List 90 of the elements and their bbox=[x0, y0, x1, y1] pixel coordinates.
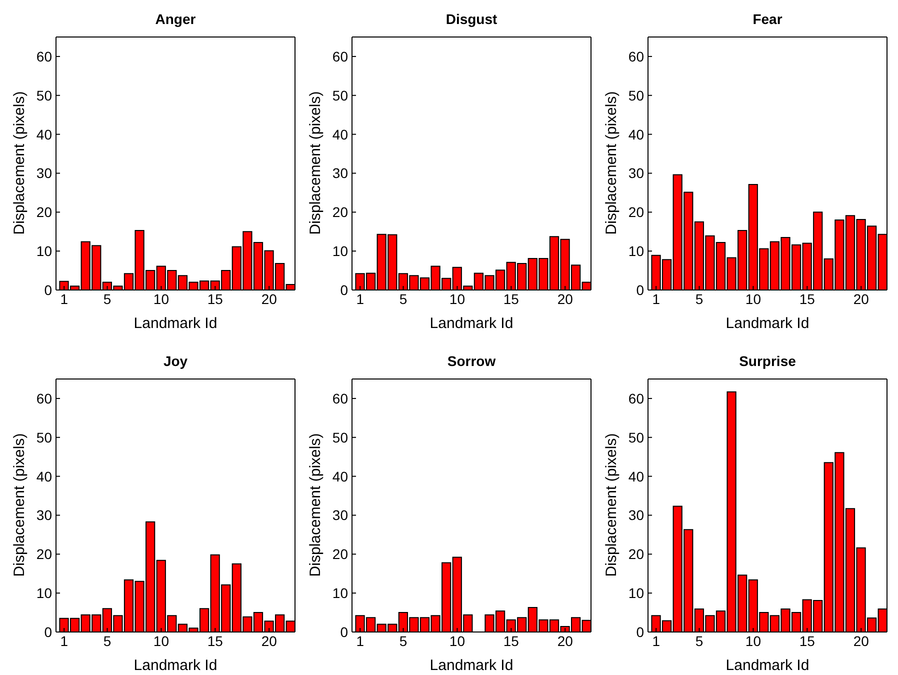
x-tick-label: 20 bbox=[853, 290, 870, 307]
chart-title: Fear bbox=[752, 11, 783, 27]
x-tick-label: 10 bbox=[745, 290, 762, 307]
x-tick-label: 5 bbox=[103, 632, 112, 649]
x-tick-label: 1 bbox=[60, 632, 68, 649]
y-tick-label: 40 bbox=[36, 468, 52, 484]
y-tick-label: 0 bbox=[340, 282, 348, 298]
x-axis-title: Landmark Id bbox=[134, 657, 218, 674]
x-tick-label: 20 bbox=[557, 632, 574, 649]
x-tick-label: 15 bbox=[503, 632, 520, 649]
x-tick-label: 5 bbox=[399, 632, 408, 649]
x-axis-title: Landmark Id bbox=[430, 315, 514, 332]
y-tick-label: 0 bbox=[44, 282, 52, 298]
y-tick-label: 50 bbox=[628, 429, 644, 446]
x-tick-label: 20 bbox=[853, 632, 870, 649]
y-tick-label: 0 bbox=[44, 624, 52, 640]
x-axis-title: Landmark Id bbox=[726, 315, 810, 332]
y-axis-title: Displacement (pixels) bbox=[603, 433, 620, 577]
y-tick-label: 40 bbox=[628, 468, 644, 484]
x-tick-label: 15 bbox=[207, 632, 224, 649]
y-tick-label: 20 bbox=[628, 204, 644, 220]
y-tick-label: 40 bbox=[36, 126, 52, 142]
y-tick-label: 10 bbox=[332, 585, 348, 602]
y-tick-label: 20 bbox=[628, 546, 644, 562]
y-tick-label: 10 bbox=[332, 243, 348, 260]
y-tick-label: 50 bbox=[332, 87, 348, 104]
y-tick-label: 60 bbox=[36, 48, 52, 64]
chart-title: Sorrow bbox=[447, 353, 496, 369]
y-axis-title: Displacement (pixels) bbox=[11, 91, 28, 235]
x-tick-label: 5 bbox=[695, 632, 704, 649]
x-tick-label: 15 bbox=[799, 632, 816, 649]
y-tick-label: 60 bbox=[332, 48, 348, 64]
y-tick-label: 30 bbox=[332, 507, 348, 524]
y-tick-label: 40 bbox=[332, 468, 348, 484]
y-tick-label: 50 bbox=[36, 429, 52, 446]
x-tick-label: 1 bbox=[652, 290, 660, 307]
x-tick-label: 5 bbox=[695, 290, 704, 307]
y-axis-title: Displacement (pixels) bbox=[307, 433, 324, 577]
y-axis-title: Displacement (pixels) bbox=[11, 433, 28, 577]
x-tick-label: 1 bbox=[356, 632, 364, 649]
y-tick-label: 0 bbox=[340, 624, 348, 640]
y-tick-label: 40 bbox=[332, 126, 348, 142]
chart-title: Surprise bbox=[739, 353, 796, 369]
y-tick-label: 50 bbox=[628, 87, 644, 104]
y-tick-label: 50 bbox=[36, 87, 52, 104]
y-axis-title: Displacement (pixels) bbox=[307, 91, 324, 235]
y-tick-label: 60 bbox=[332, 390, 348, 406]
y-tick-label: 60 bbox=[36, 390, 52, 406]
y-tick-label: 60 bbox=[628, 390, 644, 406]
x-tick-label: 15 bbox=[799, 290, 816, 307]
x-tick-label: 10 bbox=[153, 290, 170, 307]
x-tick-label: 1 bbox=[60, 290, 68, 307]
y-tick-label: 20 bbox=[332, 546, 348, 562]
y-tick-label: 20 bbox=[332, 204, 348, 220]
y-tick-label: 30 bbox=[36, 165, 52, 182]
y-tick-label: 0 bbox=[636, 282, 644, 298]
y-tick-label: 30 bbox=[628, 507, 644, 524]
y-tick-label: 30 bbox=[332, 165, 348, 182]
x-tick-label: 20 bbox=[557, 290, 574, 307]
x-axis-title: Landmark Id bbox=[726, 657, 810, 674]
x-axis-title: Landmark Id bbox=[430, 657, 514, 674]
x-tick-label: 5 bbox=[399, 290, 408, 307]
x-tick-label: 1 bbox=[652, 632, 660, 649]
x-axis-title: Landmark Id bbox=[134, 315, 218, 332]
y-tick-label: 10 bbox=[628, 243, 644, 260]
y-tick-label: 30 bbox=[628, 165, 644, 182]
x-tick-label: 5 bbox=[103, 290, 112, 307]
x-tick-label: 20 bbox=[261, 290, 278, 307]
y-tick-label: 20 bbox=[36, 546, 52, 562]
y-tick-label: 0 bbox=[636, 624, 644, 640]
x-tick-label: 10 bbox=[153, 632, 170, 649]
x-tick-label: 20 bbox=[261, 632, 278, 649]
y-tick-label: 50 bbox=[332, 429, 348, 446]
x-tick-label: 10 bbox=[449, 290, 466, 307]
y-tick-label: 30 bbox=[36, 507, 52, 524]
chart-title: Disgust bbox=[446, 11, 498, 27]
y-tick-label: 60 bbox=[628, 48, 644, 64]
x-tick-label: 10 bbox=[745, 632, 762, 649]
y-tick-label: 10 bbox=[36, 243, 52, 260]
y-axis-title: Displacement (pixels) bbox=[603, 91, 620, 235]
y-tick-label: 40 bbox=[628, 126, 644, 142]
x-tick-label: 15 bbox=[207, 290, 224, 307]
y-tick-label: 10 bbox=[628, 585, 644, 602]
y-tick-label: 20 bbox=[36, 204, 52, 220]
chart-title: Joy bbox=[163, 353, 188, 369]
x-tick-label: 1 bbox=[356, 290, 364, 307]
chart-title: Anger bbox=[155, 11, 196, 27]
y-tick-label: 10 bbox=[36, 585, 52, 602]
x-tick-label: 10 bbox=[449, 632, 466, 649]
x-tick-label: 15 bbox=[503, 290, 520, 307]
